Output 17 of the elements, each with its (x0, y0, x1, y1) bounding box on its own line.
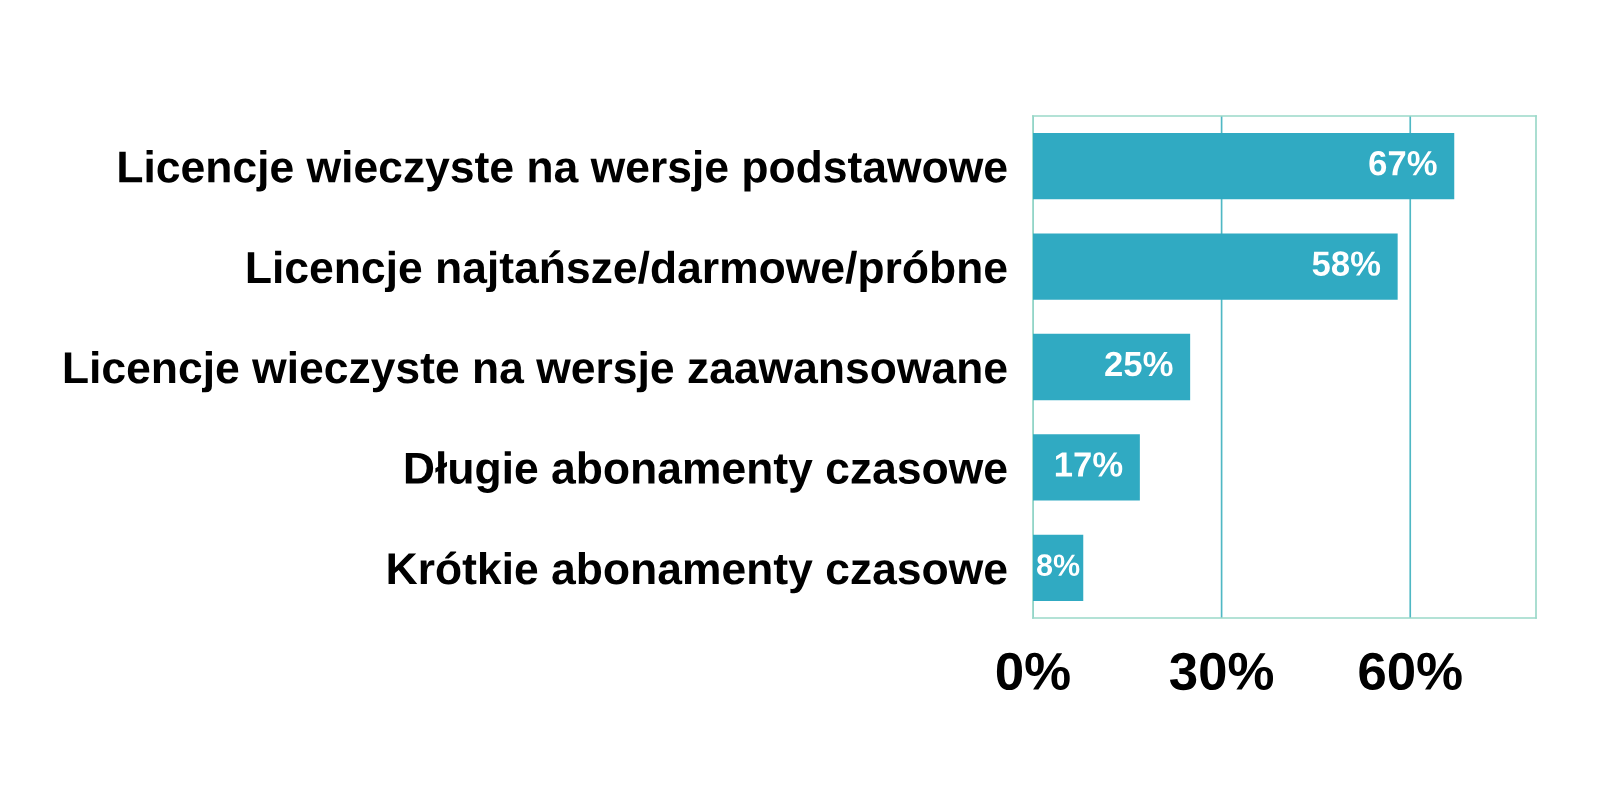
bar (1032, 233, 1398, 300)
y-tick-label: Licencje najtańsze/darmowe/próbne (247, 250, 1007, 293)
x-tick-label: 0% (996, 652, 1070, 691)
y-tick-label: Licencje wieczyste na wersje podstawowe (119, 150, 1007, 192)
data-label: 8% (1037, 554, 1080, 576)
y-tick-label: Krótkie abonamenty czasowe (388, 551, 1007, 594)
data-label: 58% (1312, 251, 1381, 276)
data-label: 17% (1055, 452, 1123, 477)
x-tick-label: 60% (1359, 652, 1462, 691)
bar (1032, 133, 1455, 200)
bar (1032, 434, 1140, 501)
y-tick-label: Długie abonamenty czasowe (405, 451, 1007, 493)
bar (1032, 333, 1191, 401)
data-label: 67% (1369, 150, 1437, 176)
x-tick-label: 30% (1170, 652, 1274, 691)
y-tick-label: Licencje wieczyste na wersje zaawansowane (64, 350, 1007, 393)
data-label: 25% (1105, 351, 1173, 377)
